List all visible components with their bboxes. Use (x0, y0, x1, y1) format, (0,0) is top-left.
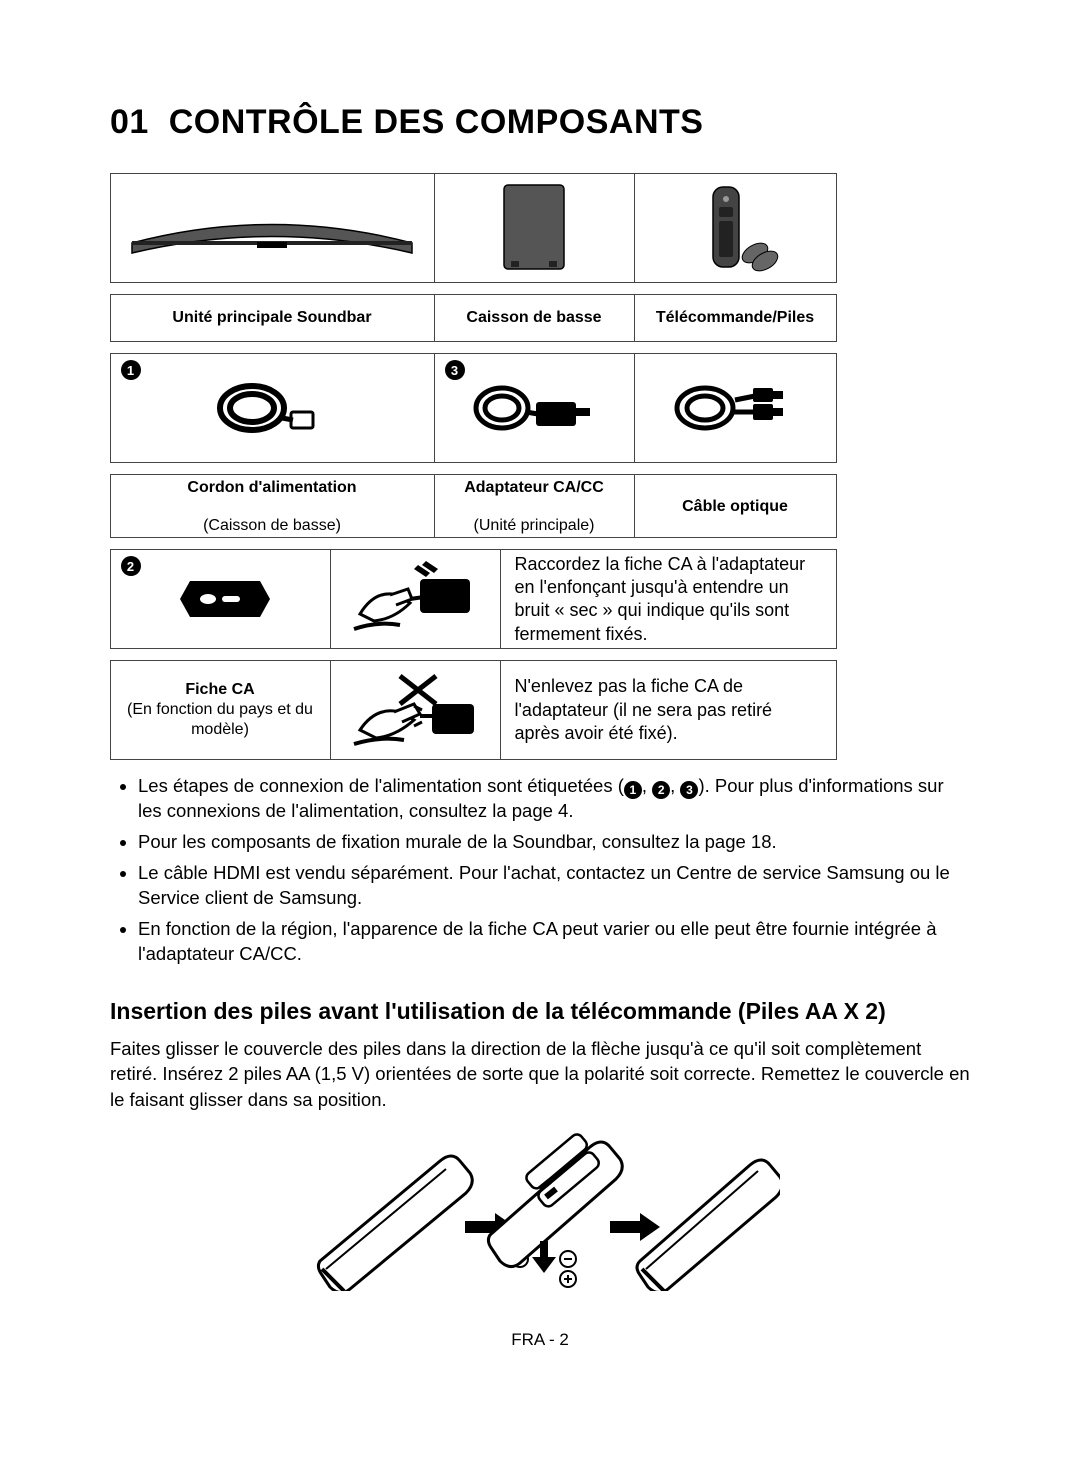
soundbar-label: Unité principale Soundbar (110, 294, 435, 342)
bullet-4: En fonction de la région, l'apparence de… (138, 917, 970, 967)
optical-label: Câble optique (634, 474, 837, 538)
disconnect-no-image (330, 660, 501, 760)
remote-batteries-icon (685, 183, 785, 273)
fiche-row-top: 2 Raccordez la fiche CA à l'adaptateur e… (110, 550, 970, 649)
inline-badge-2: 2 (652, 781, 670, 799)
connect-ok-image (330, 549, 501, 649)
fiche-sub: (En fonction du pays et du modèle) (121, 700, 320, 740)
page-footer: FRA - 2 (110, 1329, 970, 1352)
disconnect-no-note: N'enlevez pas la fiche CA de l'adaptateu… (500, 660, 837, 760)
label-line1: Adaptateur CA/CC (464, 478, 604, 497)
soundbar-icon (127, 198, 417, 258)
badge-3: 3 (445, 360, 465, 380)
connect-ok-note: Raccordez la fiche CA à l'adaptateur en … (500, 549, 837, 649)
remote-image-cell (634, 173, 837, 283)
adapter-cell: 3 (434, 353, 635, 463)
inline-badge-3: 3 (680, 781, 698, 799)
power-cord-cell: 1 (110, 353, 435, 463)
subwoofer-icon (499, 183, 569, 273)
bullet-1-prefix: Les étapes de connexion de l'alimentatio… (138, 775, 624, 796)
section-number: 01 (110, 103, 149, 141)
power-cord-label: Cordon d'alimentation (Caisson de basse) (110, 474, 435, 538)
optical-cable-icon (665, 378, 805, 438)
subwoofer-label: Caisson de basse (434, 294, 635, 342)
label-line1: Cordon d'alimentation (187, 478, 356, 497)
components-row2-images: 1 3 (110, 354, 970, 463)
hand-connect-icon (350, 559, 480, 639)
label-line2: (Caisson de basse) (203, 516, 341, 535)
label-line2: (Unité principale) (474, 516, 595, 535)
adapter-label: Adaptateur CA/CC (Unité principale) (434, 474, 635, 538)
ac-plug-icon (160, 569, 280, 629)
fiche-row-bottom: Fiche CA (En fonction du pays et du modè… (110, 661, 970, 760)
components-row1-images (110, 174, 970, 283)
fiche-label-cell: Fiche CA (En fonction du pays et du modè… (110, 660, 331, 760)
bullet-3: Le câble HDMI est vendu séparément. Pour… (138, 861, 970, 911)
badge-2: 2 (121, 556, 141, 576)
fiche-plug-image: 2 (110, 549, 331, 649)
notes-list: Les étapes de connexion de l'alimentatio… (138, 774, 970, 967)
section-heading: 01 CONTRÔLE DES COMPOSANTS (110, 100, 970, 146)
section-title-text: CONTRÔLE DES COMPOSANTS (169, 103, 704, 141)
battery-diagram (110, 1131, 970, 1299)
bullet-2: Pour les composants de fixation murale d… (138, 830, 970, 855)
power-cord-icon (207, 378, 337, 438)
battery-section-title: Insertion des piles avant l'utilisation … (110, 997, 970, 1026)
optical-cable-cell (634, 353, 837, 463)
subwoofer-image-cell (434, 173, 635, 283)
inline-badge-1: 1 (624, 781, 642, 799)
fiche-title: Fiche CA (185, 680, 254, 700)
badge-1: 1 (121, 360, 141, 380)
components-row1-labels: Unité principale Soundbar Caisson de bas… (110, 295, 970, 342)
bullet-1: Les étapes de connexion de l'alimentatio… (138, 774, 970, 824)
components-row2-labels: Cordon d'alimentation (Caisson de basse)… (110, 475, 970, 538)
soundbar-image-cell (110, 173, 435, 283)
label-line1: Câble optique (682, 497, 788, 516)
remote-label: Télécommande/Piles (634, 294, 837, 342)
battery-insert-icon (300, 1131, 780, 1291)
hand-disconnect-icon (350, 670, 480, 750)
adapter-icon (464, 378, 604, 438)
battery-section-text: Faites glisser le couvercle des piles da… (110, 1036, 970, 1114)
